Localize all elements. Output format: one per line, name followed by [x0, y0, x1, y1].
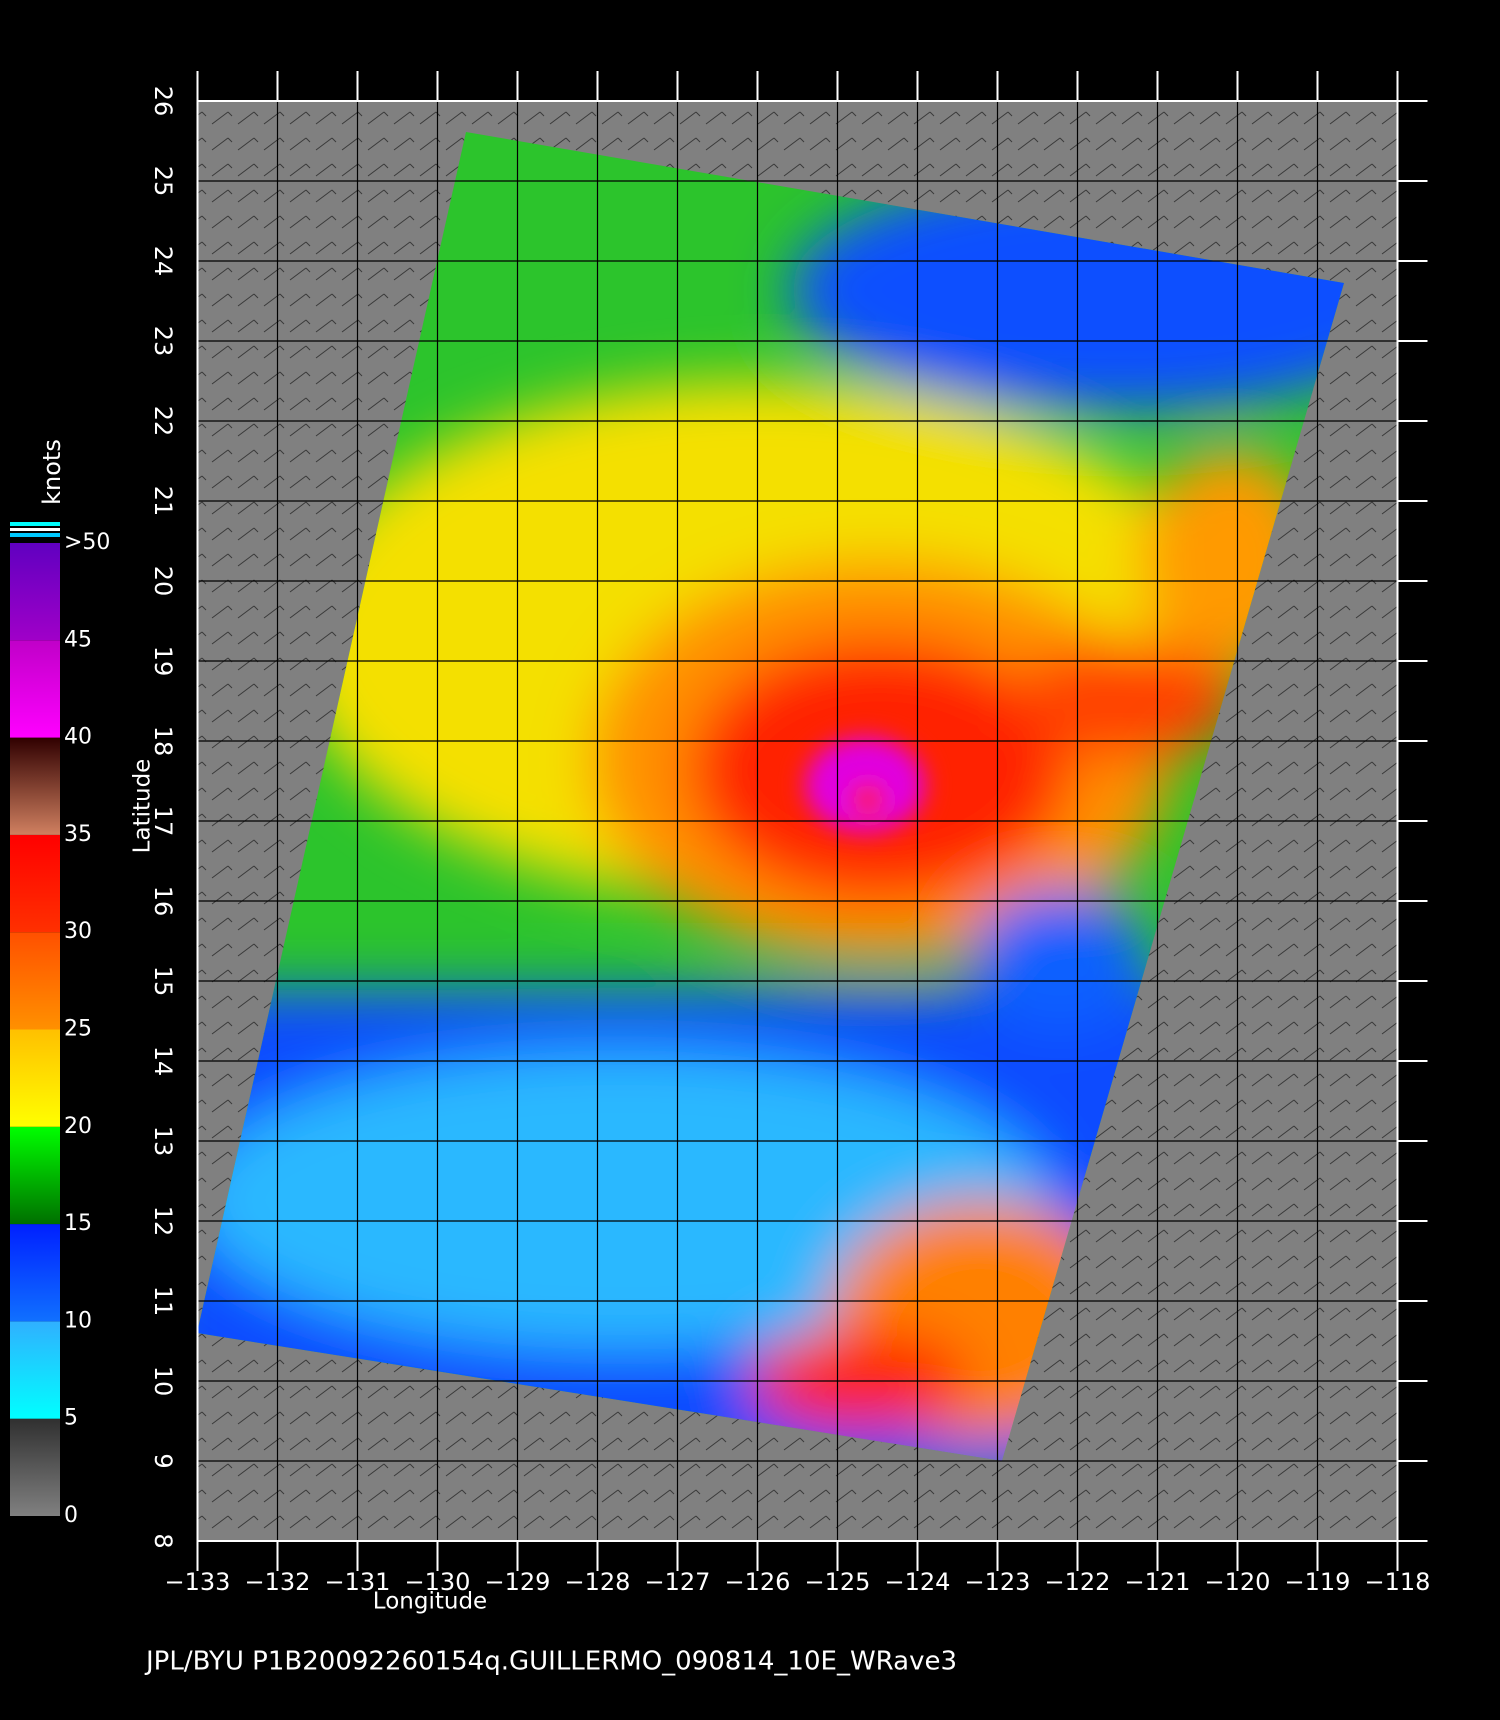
x-tick-label: −133 [165, 1568, 231, 1596]
y-tick-label: 13 [149, 1126, 177, 1157]
y-axis-label: Latitude [130, 759, 156, 854]
x-tick-label: −132 [245, 1568, 311, 1596]
y-tick-label: 14 [149, 1046, 177, 1077]
colorbar-cap [10, 528, 60, 531]
y-tick-label: 15 [149, 966, 177, 997]
colorbar-segment [10, 1321, 60, 1419]
x-tick-label: −122 [1045, 1568, 1111, 1596]
red-southeast [750, 1330, 970, 1430]
x-tick-label: −129 [485, 1568, 551, 1596]
x-tick-label: −127 [645, 1568, 711, 1596]
y-tick-label: 23 [149, 326, 177, 357]
colorbar-segment [10, 543, 60, 641]
colorbar-cap [10, 522, 60, 526]
footer-title: JPL/BYU P1B20092260154q.GUILLERMO_090814… [144, 1647, 957, 1677]
colorbar-label: knots [38, 439, 66, 505]
y-tick-label: 26 [149, 86, 177, 117]
y-tick-label: 12 [149, 1206, 177, 1237]
y-tick-label: 8 [149, 1533, 177, 1548]
y-tick-label: 19 [149, 646, 177, 677]
colorbar-segment [10, 1418, 60, 1516]
colorbar-segment [10, 834, 60, 933]
light-blue-zone [197, 1050, 1050, 1350]
colorbar-segment [10, 737, 60, 835]
x-tick-label: −118 [1365, 1568, 1431, 1596]
colorbar-tick-label: 0 [64, 1503, 78, 1528]
y-tick-label: 20 [149, 566, 177, 597]
y-tick-label: 25 [149, 166, 177, 197]
grid [196, 100, 1399, 1542]
red-east [1020, 640, 1240, 760]
colorbar-tick-label: 5 [64, 1406, 78, 1431]
storm-core [805, 737, 925, 833]
colorbar-segment [10, 640, 60, 738]
y-tick-label: 22 [149, 406, 177, 437]
x-tick-label: −119 [1285, 1568, 1351, 1596]
colorbar-cap [10, 533, 60, 537]
colorbar-tick-label: 45 [64, 627, 92, 652]
colorbar-tick-label: 30 [64, 919, 92, 944]
colorbar: 0 5 10 15 20 25 30 35 40 45 >50 [10, 522, 110, 1528]
y-tick-label: 9 [149, 1453, 177, 1468]
x-tick-label: −121 [1125, 1568, 1191, 1596]
y-tick-label: 24 [149, 246, 177, 277]
colorbar-segment [10, 1224, 60, 1322]
x-tick-label: −130 [405, 1568, 471, 1596]
y-tick-label: 11 [149, 1286, 177, 1317]
x-tick-label: −131 [325, 1568, 391, 1596]
colorbar-segment [10, 1029, 60, 1127]
colorbar-tick-label: 20 [64, 1114, 92, 1139]
y-tick-label: 16 [149, 886, 177, 917]
colorbar-tick-label: 40 [64, 725, 92, 750]
x-tick-label: −126 [725, 1568, 791, 1596]
colorbar-segment [10, 1126, 60, 1225]
y-tick-label: 21 [149, 486, 177, 517]
blue-east [970, 890, 1150, 1030]
y-tick-label: 18 [149, 726, 177, 757]
axes: −133 −132 −131 −130 −129 −128 −127 −126 −125 −124… [149, 71, 1430, 1596]
x-tick-label: −123 [965, 1568, 1031, 1596]
x-tick-label: −124 [885, 1568, 951, 1596]
colorbar-tick-label: 25 [64, 1017, 92, 1042]
y-tick-label: 17 [149, 806, 177, 837]
colorbar-tick-label: 10 [64, 1308, 92, 1333]
colorbar-tick-label: >50 [64, 530, 110, 555]
plot-frame [196, 100, 1399, 1542]
colorbar-segment [10, 932, 60, 1030]
x-tick-label: −128 [565, 1568, 631, 1596]
x-axis-label: Longitude [373, 1589, 487, 1615]
x-tick-label: −125 [805, 1568, 871, 1596]
colorbar-tick-label: 15 [64, 1211, 92, 1236]
core-eye [852, 784, 884, 816]
x-tick-label: −120 [1205, 1568, 1271, 1596]
y-tick-label: 10 [149, 1366, 177, 1397]
colorbar-tick-label: 35 [64, 822, 92, 847]
